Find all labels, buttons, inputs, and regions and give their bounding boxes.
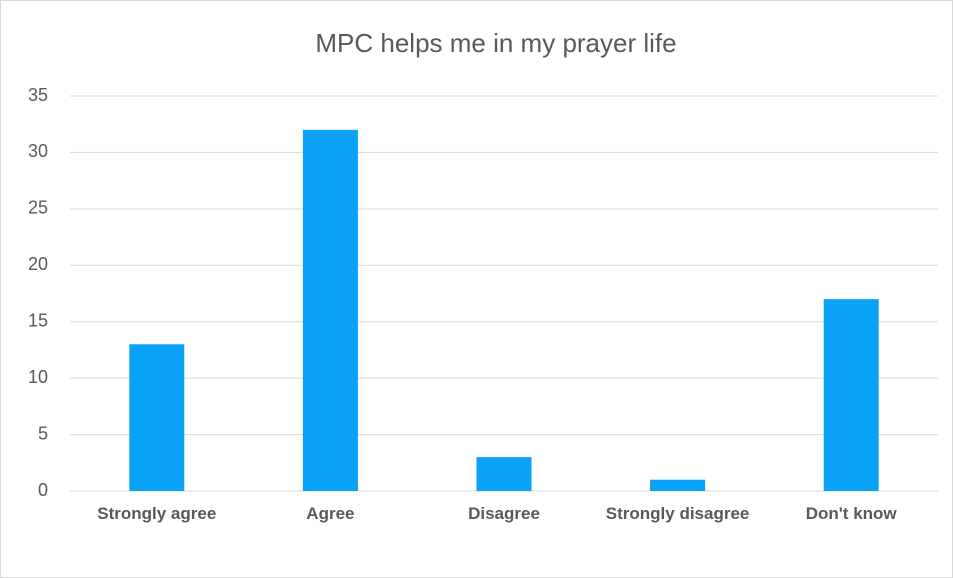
y-tick-label: 10 <box>28 367 48 387</box>
bar <box>302 129 358 491</box>
y-tick-label: 30 <box>28 141 48 161</box>
y-tick-label: 25 <box>28 198 48 218</box>
x-tick-label: Agree <box>306 504 355 523</box>
y-tick-label: 35 <box>28 85 48 105</box>
y-tick-label: 15 <box>28 310 48 330</box>
x-tick-label: Don't know <box>805 504 897 523</box>
bar <box>476 457 532 491</box>
bar <box>129 344 185 491</box>
x-tick-label: Disagree <box>468 504 540 523</box>
bar <box>823 299 879 491</box>
chart-title: MPC helps me in my prayer life <box>315 28 676 58</box>
x-tick-label: Strongly agree <box>97 504 217 523</box>
y-tick-label: 5 <box>38 423 48 443</box>
bar <box>650 479 706 491</box>
y-tick-label: 20 <box>28 254 48 274</box>
x-tick-label: Strongly disagree <box>605 504 750 523</box>
y-tick-label: 0 <box>38 480 48 500</box>
